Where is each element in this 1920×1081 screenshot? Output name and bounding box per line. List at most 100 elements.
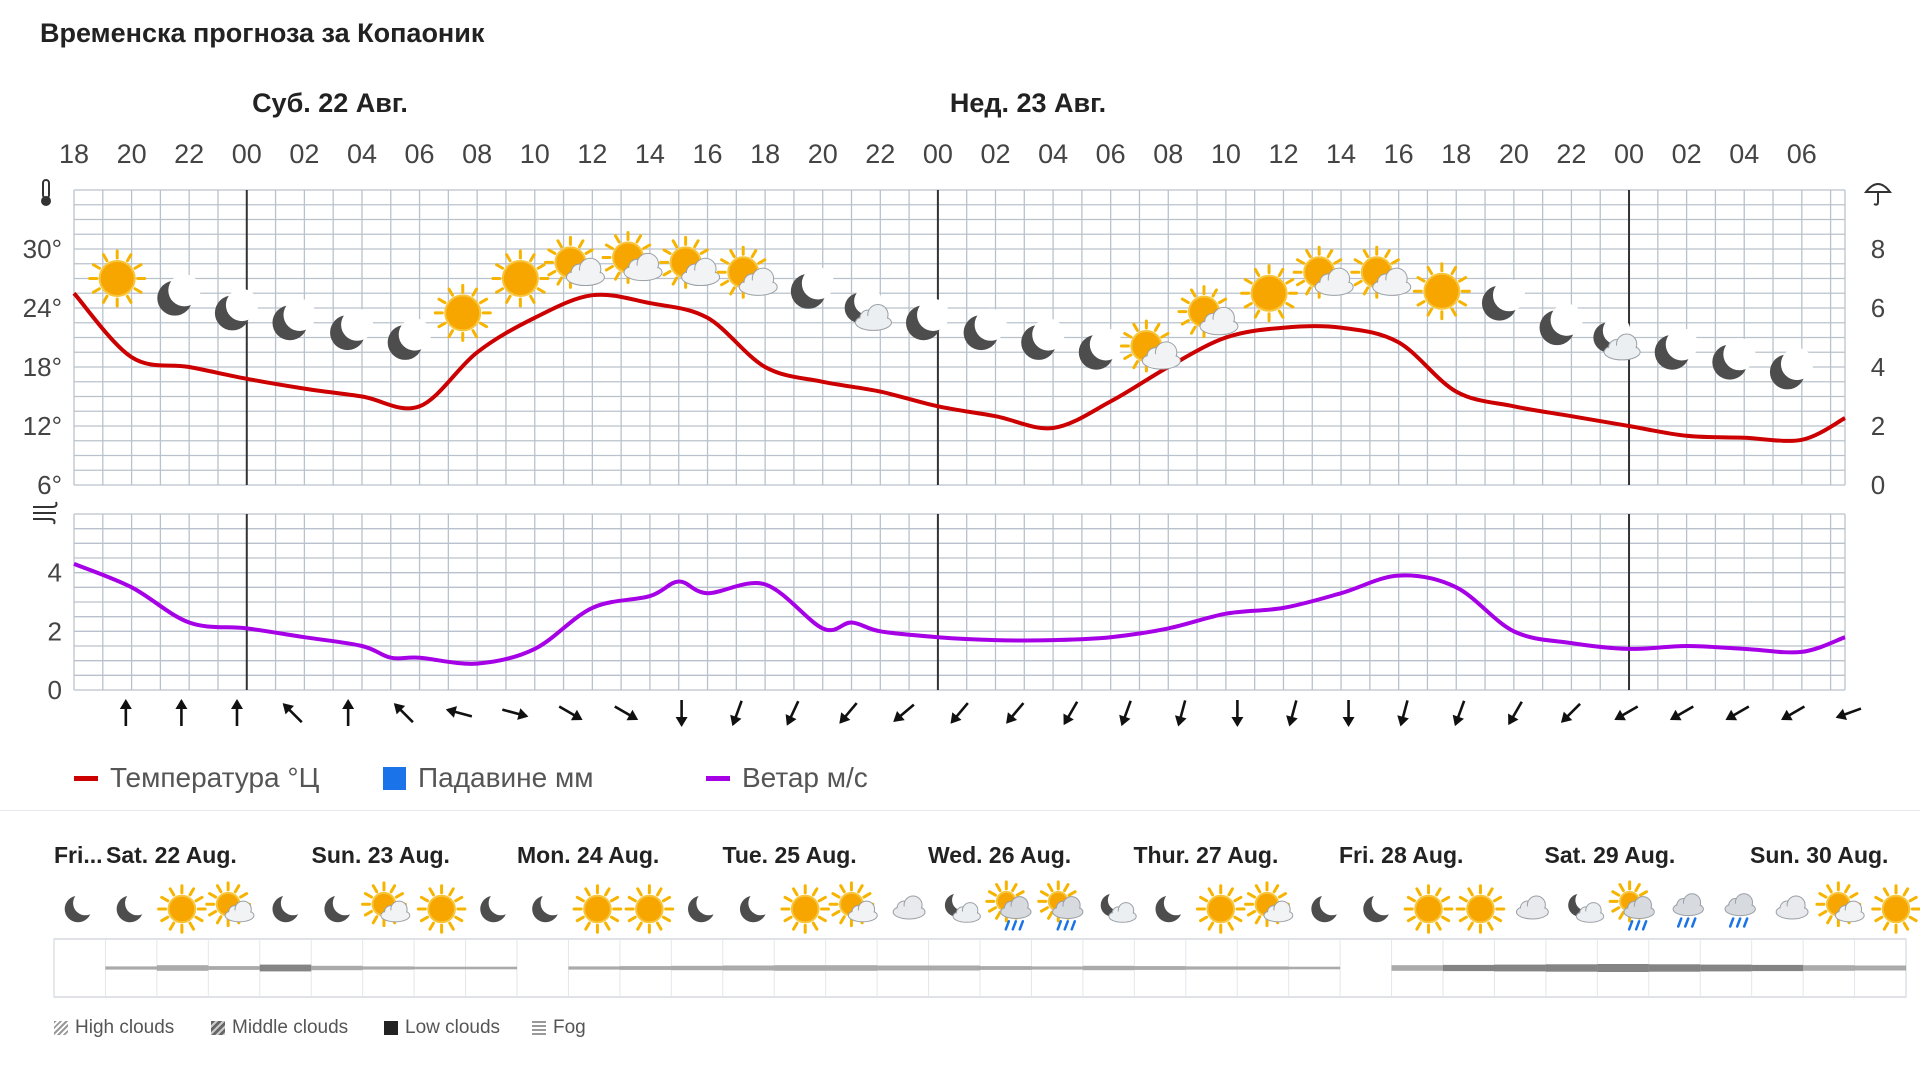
arrow-head <box>1006 712 1018 724</box>
sun-ray <box>1818 909 1828 917</box>
sun-disc <box>501 260 539 297</box>
sun-ray <box>1487 921 1494 931</box>
moon-icon <box>790 267 835 309</box>
legend-low-clouds-label: Low clouds <box>405 1017 501 1038</box>
sun-cloud-icon <box>1244 881 1294 928</box>
sun-cloud-icon <box>543 235 605 289</box>
overview-svg: Fri... Sat. 22 Aug. Sun. 23 Aug. Mon. 24 Au… <box>53 842 1920 998</box>
moon-icon <box>1481 279 1526 321</box>
moon-cut <box>488 890 514 916</box>
overview-day-label: Sun. 30 Aug. <box>1750 842 1888 868</box>
hour-tick-label: 10 <box>520 139 550 169</box>
sun-ray <box>817 895 827 903</box>
sun-ray <box>239 892 249 899</box>
sun-disc <box>427 894 456 924</box>
sun-ray <box>194 915 204 923</box>
sun-ray <box>1467 921 1474 931</box>
rain-drop <box>1728 917 1735 928</box>
sun-ray <box>1493 915 1503 923</box>
temp-axis-tick: 18° <box>23 352 62 382</box>
arrow-head <box>1614 709 1626 721</box>
sun-ray <box>536 287 546 294</box>
sun-ray <box>1458 276 1468 283</box>
sun-ray <box>635 234 643 244</box>
wind-direction-arrow <box>1725 705 1750 721</box>
sun-ray <box>1638 890 1649 897</box>
moon-cloud-icon <box>1100 889 1137 923</box>
moon-cut <box>1032 318 1065 351</box>
sun-ray <box>584 887 591 897</box>
cloud-cover-segment <box>825 965 878 971</box>
sun-disc <box>167 894 197 924</box>
arrow-head <box>1560 711 1573 723</box>
overview-day-label: Fri... <box>54 842 103 868</box>
temp-axis-tick: 6° <box>37 470 62 500</box>
hour-tick-label: 20 <box>117 139 147 169</box>
wind-direction-arrow <box>558 705 583 721</box>
legend-temperature-label: Температура °Ц <box>110 762 320 793</box>
sun-ray <box>1227 921 1234 931</box>
sun-ray <box>1406 895 1416 903</box>
moon-cut <box>280 890 306 916</box>
overview-day-label: Mon. 24 Aug. <box>517 842 659 868</box>
arrow-head <box>517 708 529 720</box>
moon-icon <box>387 318 431 360</box>
cloud-rain-icon <box>1672 893 1704 928</box>
moon-cut <box>168 274 201 307</box>
sun-ray <box>1493 895 1503 903</box>
legend-precipitation: Падавине мм <box>383 762 593 794</box>
sun-ray <box>1305 286 1312 296</box>
sun-ray <box>1254 915 1262 925</box>
umbrella-icon <box>1863 183 1893 206</box>
cloud-cover-segment <box>1751 964 1804 972</box>
sun-ray <box>1272 884 1280 894</box>
cloud-fill <box>1577 911 1603 922</box>
cloud-cover-segment <box>1031 966 1083 970</box>
sun-ray <box>1390 258 1400 265</box>
precip-axis-tick: 8 <box>1871 234 1885 264</box>
cloud-cover-segment <box>1494 964 1546 972</box>
sun-ray <box>577 239 585 249</box>
sun-icon <box>88 249 147 308</box>
sun-ray <box>1441 915 1451 923</box>
hour-tick-label: 12 <box>577 139 607 169</box>
sun-ray <box>1415 887 1422 897</box>
sun-ray <box>101 294 109 304</box>
sun-ray <box>811 887 819 897</box>
sun-ray <box>614 234 621 244</box>
cloud-fill <box>1143 353 1180 368</box>
sun-ray <box>1902 887 1910 897</box>
cloud-cover-segment <box>774 965 826 971</box>
arrow-head <box>1725 709 1738 721</box>
legend-wind-label: Ветар м/с <box>742 762 868 793</box>
sun-ray <box>448 921 455 931</box>
hour-tick-label: 06 <box>405 139 435 169</box>
moon-icon <box>1712 338 1756 380</box>
wind-stroke <box>33 501 58 508</box>
sun-ray <box>1253 309 1261 319</box>
sun-ray <box>454 915 464 923</box>
wind-icon <box>33 501 58 525</box>
legend-temperature-swatch <box>74 775 98 781</box>
sun-disc <box>1466 894 1495 924</box>
sun-ray <box>757 258 767 265</box>
cloud-band <box>53 938 1907 998</box>
sun-cloud-icon <box>601 231 663 284</box>
sun-disc <box>444 294 482 332</box>
hour-tick-label: 06 <box>1096 139 1126 169</box>
precip-axis-tick: 0 <box>1871 470 1885 500</box>
sun-ray <box>1362 286 1370 296</box>
sun-ray <box>1277 267 1285 277</box>
wind-direction-arrow <box>1614 705 1639 721</box>
sun-ray <box>536 263 546 270</box>
overview-day-label: Fri. 28 Aug. <box>1339 842 1463 868</box>
fog-swatch <box>532 1021 546 1035</box>
wind-direction-arrow <box>1174 700 1187 727</box>
sun-ray <box>363 909 373 917</box>
wind-direction-arrow <box>175 699 188 726</box>
sun-icon <box>1455 884 1506 934</box>
cloud-fill <box>625 265 661 280</box>
sun-ray <box>1296 279 1306 287</box>
sun-ray <box>1416 300 1426 307</box>
sun-ray <box>419 915 429 923</box>
